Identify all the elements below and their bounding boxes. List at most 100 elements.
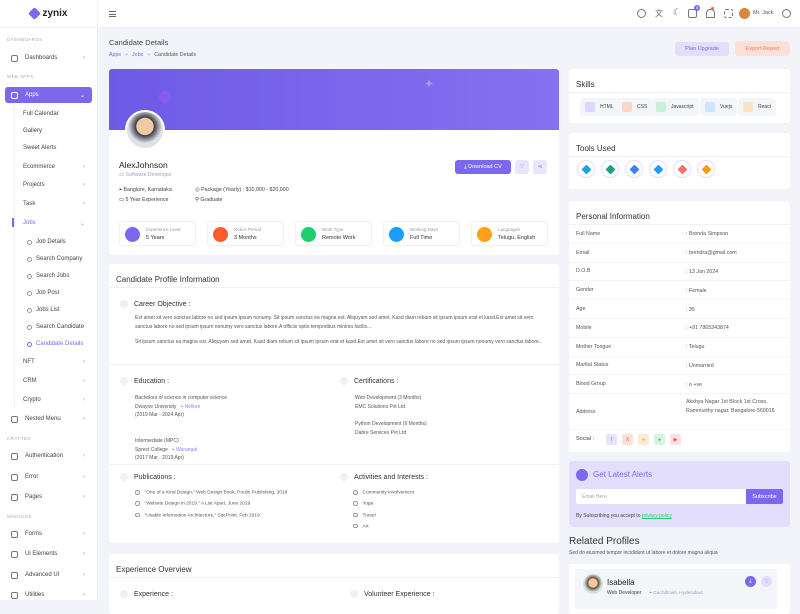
row-key: Email [576,249,590,256]
sidebar-item[interactable]: Full Calendar [0,106,98,122]
sidebar-item[interactable]: Job Details [0,234,98,250]
education-level: ⚲ Graduate [195,197,223,203]
settings-gear-icon[interactable] [782,9,791,18]
school-name: Sprect College [135,446,168,453]
stat-label: Notice Period [234,227,262,232]
subscribe-button[interactable]: Subscribe [746,489,783,504]
sidebar-item[interactable]: Authentication › [0,448,98,464]
sidebar-item[interactable]: Utilities › [0,587,98,603]
tool-logo-icon[interactable] [673,160,691,178]
award-icon [340,377,348,385]
youtube-icon[interactable]: ▶ [670,434,681,445]
row-key: Blood Group [576,381,606,388]
facebook-icon[interactable]: f [606,434,617,445]
user-avatar[interactable] [739,8,750,19]
row-key: Marital Status [576,362,609,369]
skill-label: CSS [637,104,648,110]
related-profile-card[interactable]: Isabella Web Developer ⌖ Gachibowli, Hyd… [569,564,790,614]
email-input[interactable]: Email Here [576,489,746,504]
related-name[interactable]: Isabella [607,578,635,587]
x-icon[interactable]: X [622,434,633,445]
sidebar-item[interactable]: Ui Elements › [0,546,98,562]
brand-name: zynix [42,8,68,19]
download-cv-button[interactable]: ⤓ Download CV [455,160,511,174]
profile-avatar [125,110,165,150]
sidebar-item[interactable]: Search Jobs [0,268,98,284]
related-location: ⌖ Gachibowli, Hyderabad [649,591,703,596]
whatsapp-icon[interactable]: ● [654,434,665,445]
sidebar-item[interactable]: Forms › [0,526,98,542]
brand-logo[interactable]: zynix [0,0,98,28]
menu-toggle-icon[interactable] [109,11,116,17]
stat-value: Remote Work [322,235,356,241]
skill-badge: Vuejs [700,98,738,116]
plan-upgrade-button[interactable]: Plan Upgrade [675,42,729,56]
sidebar-item[interactable]: Sweet Alerts [0,140,98,156]
stat-card: Languages Telugu, English [471,221,548,246]
heart-icon[interactable]: ♡ [761,576,772,587]
sidebar-item[interactable]: Pages › [0,489,98,505]
share-icon[interactable]: ⋖ [533,160,547,174]
menu-icon [11,91,18,99]
cart-icon[interactable] [688,9,697,18]
translate-icon[interactable]: 文 [655,9,663,18]
related-avatar [583,574,603,594]
cert-title: Certifications : [354,377,399,385]
sidebar-item-label: Forms [25,531,42,537]
fullscreen-icon[interactable] [724,9,733,18]
sidebar-item[interactable]: Task › [0,196,98,212]
dribbble-icon[interactable]: ● [638,434,649,445]
export-report-button[interactable]: Export Report [735,41,790,56]
moon-icon[interactable]: ☾ [673,7,682,17]
sidebar-item[interactable]: Candidate Details [0,336,98,352]
row-value: : 35 [686,306,695,313]
sidebar-item[interactable]: Jobs List [0,302,98,318]
stat-value: 3 Months [234,235,257,241]
sidebar-item-label: MODULES [7,513,33,519]
sidebar-item[interactable]: Search Candidate [0,319,98,335]
graduation-icon [120,377,128,385]
sidebar-item-label: Search Candidate [36,324,85,330]
school-place: Warangal [176,446,198,453]
search-icon[interactable] [637,9,646,18]
pin-icon: ⌖ [171,446,177,453]
sidebar-item[interactable]: Ecommerce › [0,159,98,175]
tool-logo-icon[interactable] [625,160,643,178]
skills-card: Skills HTML CSS Javascript Vuejs React [569,69,790,123]
sidebar-item[interactable]: Advanced UI › [0,567,98,583]
skill-icon [656,102,666,112]
sidebar-item[interactable]: Job Post [0,285,98,301]
sidebar-item[interactable]: Gallery [0,123,98,139]
download-icon[interactable]: ⤓ [745,576,756,587]
row-value: : o +ve [686,381,703,388]
sidebar-item[interactable]: Search Company [0,251,98,267]
skill-icon [622,102,632,112]
tool-logo-icon[interactable] [697,160,715,178]
user-name[interactable]: Mr. Jack [753,10,774,16]
chevron-icon: › [83,494,85,500]
chevron-icon: › [83,474,85,480]
menu-icon [11,493,18,501]
bell-icon[interactable] [706,9,715,18]
sidebar-item[interactable]: Dashboards › [0,50,98,66]
tool-logo-icon[interactable] [577,160,595,178]
tool-logo-icon[interactable] [649,160,667,178]
sidebar-item-label: Authentication [25,453,64,459]
tool-logo-icon[interactable] [601,160,619,178]
row-value: : Brenda Simpson [686,231,729,238]
stat-card: Work Type Remote Work [295,221,372,246]
sidebar-item[interactable]: Apps ⌄ [5,87,92,103]
breadcrumb-jobs[interactable]: Jobs [132,52,144,58]
sidebar-item[interactable]: NFT › [0,354,98,370]
sidebar-item[interactable]: Nested Menu › [0,411,98,427]
sidebar-item[interactable]: Crypto › [0,392,98,408]
stat-value: 5 Years [146,235,165,241]
sidebar-item[interactable]: CRM › [0,373,98,389]
sidebar-item[interactable]: Error › [0,469,98,485]
row-key: D.O.B [576,268,591,275]
sidebar-item[interactable]: Projects › [0,177,98,193]
favorite-heart-icon[interactable]: ♡ [515,160,529,174]
sidebar-item[interactable]: Jobs ⌄ [0,215,98,231]
breadcrumb-apps[interactable]: Apps [109,52,122,58]
privacy-policy-link[interactable]: privacy policy [641,513,672,519]
